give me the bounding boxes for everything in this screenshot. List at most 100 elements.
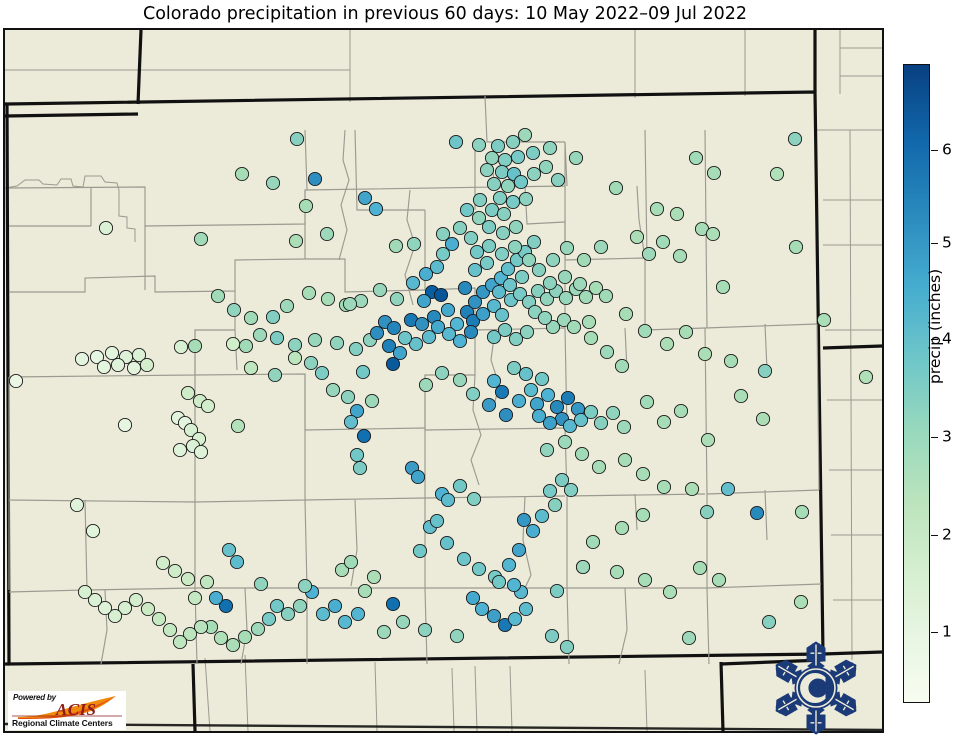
station-point	[490, 138, 506, 154]
station-point	[348, 341, 364, 357]
station-point	[465, 386, 481, 402]
station-point	[85, 523, 101, 539]
station-point	[440, 302, 456, 318]
station-point	[234, 166, 250, 182]
station-point	[96, 359, 112, 375]
station-point	[97, 600, 113, 616]
colorado-map	[5, 30, 882, 731]
station-point	[508, 219, 524, 235]
station-point	[521, 252, 537, 268]
station-point	[200, 398, 216, 414]
station-point	[349, 403, 365, 419]
station-point	[376, 624, 392, 640]
colorbar-tick-label: 6	[942, 140, 952, 159]
station-point	[352, 460, 368, 476]
neighbor-state-borders	[5, 30, 882, 731]
station-point	[486, 608, 502, 624]
station-point	[151, 611, 167, 627]
colorbar-tick-label: 2	[942, 525, 952, 544]
station-point	[662, 584, 678, 600]
station-point	[469, 244, 485, 260]
station-point	[673, 403, 689, 419]
station-point	[435, 226, 451, 242]
station-point	[562, 418, 578, 434]
colorbar-tick-label: 1	[942, 622, 952, 641]
station-point	[531, 408, 547, 424]
station-point	[128, 592, 144, 608]
western-state-detail	[5, 175, 136, 242]
station-point	[366, 569, 382, 585]
station-point	[494, 246, 510, 262]
station-point	[715, 279, 731, 295]
station-point	[496, 206, 512, 222]
station-point	[757, 363, 773, 379]
station-point	[334, 562, 350, 578]
station-point	[416, 293, 432, 309]
station-point	[516, 512, 532, 528]
station-point	[329, 335, 345, 351]
station-point	[793, 594, 809, 610]
station-point	[787, 131, 803, 147]
station-point	[557, 434, 573, 450]
station-point	[491, 284, 507, 300]
station-point	[583, 404, 599, 420]
station-point	[534, 371, 550, 387]
colorbar-tick-mark	[931, 437, 938, 438]
station-point	[180, 385, 196, 401]
station-point	[210, 288, 226, 304]
station-point	[618, 306, 634, 322]
station-point	[280, 606, 296, 622]
station-point	[155, 555, 171, 571]
station-point	[692, 560, 708, 576]
county-borders-outer	[5, 30, 882, 731]
station-point	[794, 504, 810, 520]
station-point	[494, 307, 510, 323]
colorbar-tick-mark	[931, 632, 938, 633]
station-point	[755, 411, 771, 427]
station-point	[858, 369, 874, 385]
station-point	[563, 482, 579, 498]
station-point	[87, 592, 103, 608]
station-point	[761, 614, 777, 630]
station-point	[107, 608, 123, 624]
station-point	[467, 262, 483, 278]
station-point	[395, 614, 411, 630]
station-point	[542, 483, 558, 499]
station-point	[549, 399, 565, 415]
station-point	[356, 428, 372, 444]
station-point	[514, 269, 530, 285]
station-point	[381, 338, 397, 354]
station-point	[605, 405, 621, 421]
station-point	[609, 564, 625, 580]
station-point	[368, 201, 384, 217]
station-point	[575, 559, 591, 575]
station-point	[397, 330, 413, 346]
station-point	[481, 219, 497, 235]
station-point	[421, 329, 437, 345]
map-background	[5, 30, 882, 731]
south-state-border	[5, 722, 882, 731]
station-point	[243, 310, 259, 326]
station-point	[659, 336, 675, 352]
station-point	[558, 290, 574, 306]
station-point	[392, 345, 408, 361]
station-point	[788, 239, 804, 255]
station-point	[507, 611, 523, 627]
station-point	[486, 329, 502, 345]
station-point	[429, 259, 445, 275]
station-point	[479, 255, 495, 271]
station-point	[349, 447, 365, 463]
station-point	[265, 175, 281, 191]
station-point	[457, 280, 473, 296]
station-point	[518, 366, 534, 382]
station-point	[530, 283, 546, 299]
station-point	[681, 630, 697, 646]
station-point	[386, 320, 402, 336]
snowflake-icon	[775, 641, 857, 735]
station-point	[705, 226, 721, 242]
station-point	[484, 202, 500, 218]
nm-west-border	[191, 663, 197, 731]
station-point	[688, 150, 704, 166]
station-point	[327, 598, 343, 614]
station-point	[505, 194, 521, 210]
